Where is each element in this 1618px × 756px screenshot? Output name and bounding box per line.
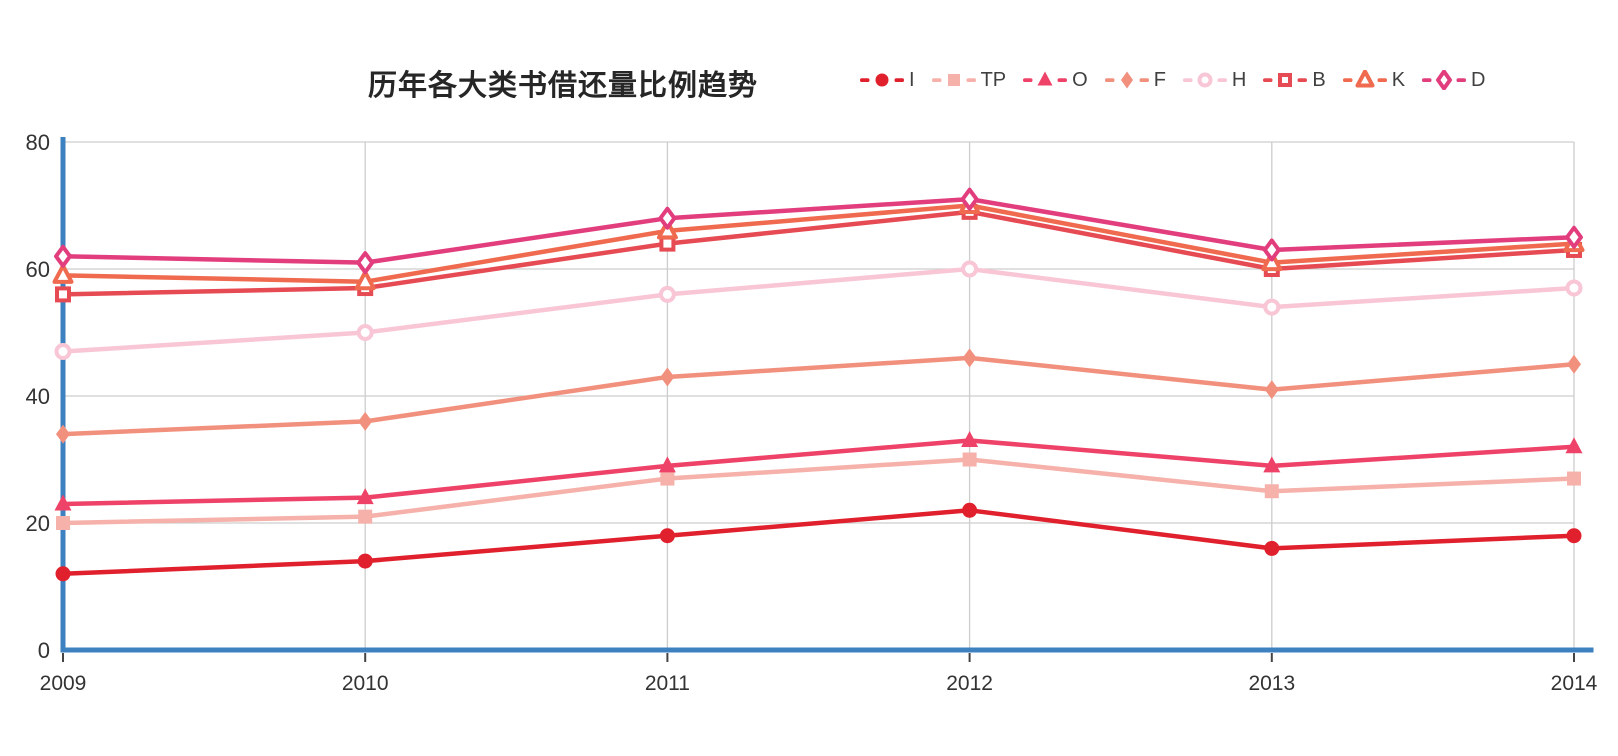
marker[interactable]	[1264, 484, 1279, 499]
marker[interactable]	[54, 343, 72, 361]
series-D[interactable]	[54, 187, 1583, 275]
marker[interactable]	[354, 270, 376, 291]
marker[interactable]	[659, 528, 675, 544]
y-tick-label: 40	[26, 384, 50, 409]
legend-label: H	[1231, 69, 1247, 91]
marker[interactable]	[358, 411, 373, 431]
marker[interactable]	[357, 553, 373, 569]
legend-marker-triangle-icon	[1023, 71, 1068, 86]
marker[interactable]	[1264, 540, 1280, 556]
legend-item-O[interactable]: O	[1023, 70, 1088, 90]
marker[interactable]	[56, 424, 70, 444]
marker[interactable]	[658, 456, 676, 473]
series-I[interactable]	[55, 502, 1582, 582]
marker[interactable]	[1565, 437, 1583, 454]
chart-title: 历年各大类书借还量比例趋势	[368, 70, 759, 102]
marker[interactable]	[55, 286, 71, 303]
x-tick-label: 2010	[342, 672, 389, 695]
marker[interactable]	[660, 471, 675, 486]
y-tick-label: 0	[38, 638, 50, 663]
marker[interactable]	[1264, 380, 1279, 400]
marker[interactable]	[659, 235, 676, 252]
legend-label: F	[1153, 69, 1166, 91]
legend-marker-square-icon	[931, 74, 976, 86]
y-tick-label: 20	[26, 511, 50, 536]
marker[interactable]	[55, 566, 71, 582]
marker[interactable]	[52, 263, 74, 284]
x-tick-label: 2013	[1248, 672, 1295, 695]
marker[interactable]	[660, 367, 675, 387]
marker[interactable]	[658, 206, 677, 230]
marker[interactable]	[1263, 456, 1281, 473]
legend-item-H[interactable]: H	[1182, 69, 1247, 91]
legend-label: O	[1072, 69, 1088, 91]
marker[interactable]	[1262, 238, 1281, 262]
legend-label: TP	[980, 69, 1007, 91]
legend-label: I	[909, 69, 915, 91]
chart-header: 历年各大类书借还量比例趋势 I TP O F H B K D	[0, 0, 1618, 120]
x-tick-label: 2014	[1551, 672, 1598, 695]
legend-item-F[interactable]: F	[1104, 69, 1166, 91]
legend-item-TP[interactable]: TP	[931, 69, 1007, 91]
marker[interactable]	[56, 516, 70, 530]
marker[interactable]	[358, 509, 373, 524]
marker[interactable]	[962, 502, 978, 518]
legend-marker-circle-icon	[1182, 72, 1227, 88]
x-tick-label: 2012	[946, 672, 993, 695]
marker[interactable]	[54, 494, 72, 511]
marker[interactable]	[962, 348, 977, 368]
series-F[interactable]	[56, 348, 1581, 444]
marker[interactable]	[1567, 471, 1581, 486]
marker[interactable]	[658, 285, 676, 303]
legend-label: D	[1471, 69, 1486, 91]
legend-label: K	[1391, 69, 1406, 91]
marker[interactable]	[961, 430, 979, 447]
legend-marker-triangle-icon	[1342, 70, 1387, 88]
marker[interactable]	[356, 488, 374, 505]
legend: I TP O F H B K D	[860, 70, 1486, 90]
legend-label: B	[1312, 69, 1326, 91]
marker[interactable]	[356, 251, 375, 275]
y-tick-label: 60	[26, 257, 50, 282]
marker[interactable]	[1565, 225, 1583, 249]
legend-marker-square-icon	[1263, 73, 1308, 87]
axes	[60, 137, 1594, 662]
legend-item-B[interactable]: B	[1263, 69, 1326, 91]
marker[interactable]	[961, 260, 979, 278]
marker[interactable]	[1263, 298, 1281, 316]
series-H[interactable]	[54, 260, 1583, 361]
marker[interactable]	[962, 452, 977, 467]
marker[interactable]	[1566, 528, 1582, 544]
legend-marker-circle-icon	[860, 73, 904, 87]
y-tick-label: 80	[26, 130, 50, 155]
series-O[interactable]	[54, 430, 1583, 511]
marker[interactable]	[1565, 279, 1583, 297]
legend-item-I[interactable]: I	[860, 70, 915, 90]
marker[interactable]	[54, 244, 72, 268]
x-tick-label: 2009	[40, 672, 87, 695]
x-tick-label: 2011	[645, 672, 690, 695]
legend-item-D[interactable]: D	[1422, 69, 1486, 91]
marker[interactable]	[356, 324, 374, 341]
axis-labels: 0 20 40 60 80 2009 2010 2011 2012 2013 2014	[26, 130, 1598, 695]
series-TP[interactable]	[56, 452, 1581, 531]
legend-marker-diamond-icon	[1422, 70, 1467, 90]
marker[interactable]	[1567, 354, 1581, 374]
legend-marker-diamond-icon	[1104, 71, 1149, 89]
marker[interactable]	[960, 187, 979, 211]
legend-item-K[interactable]: K	[1342, 69, 1406, 91]
